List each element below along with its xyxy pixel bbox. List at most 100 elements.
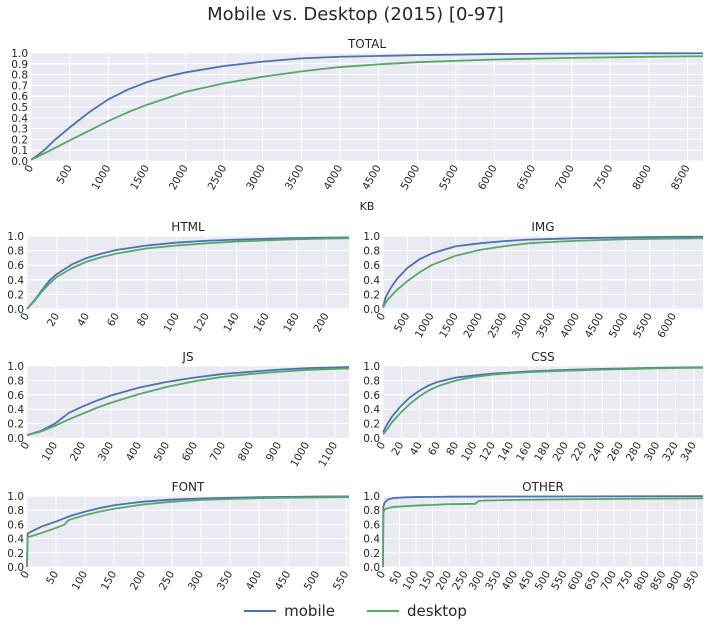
x-tick-label: 150 [417,569,437,592]
x-tick-label: 1500 [437,311,461,340]
y-tick-label: 0.6 [363,260,380,272]
x-tick-label: 400 [124,440,144,463]
y-tick-label: 0.6 [7,390,24,402]
x-tick-label: 4000 [558,311,582,340]
x-tick-label: 3000 [510,311,534,340]
plot-area-font [27,496,349,567]
y-tick-label: 0.4 [7,534,24,546]
x-tick-label: 260 [605,440,625,463]
x-tick-label: 320 [660,440,680,463]
x-tick-label: 2500 [486,311,510,340]
x-tick-label: 8000 [630,163,654,192]
x-tick-label: 2000 [167,163,191,192]
series-line-mobile [30,52,704,161]
x-tick-label: 600 [180,440,200,463]
x-tick-label: 850 [648,569,668,592]
x-tick-label: 450 [273,569,293,592]
x-tick-label: 900 [665,569,685,592]
x-tick-label: 0 [22,163,36,175]
x-tick-label: 250 [157,569,177,592]
y-tick-label: 0.6 [11,91,28,103]
x-tick-label: 4000 [321,163,345,192]
y-tick-label: 0.8 [363,246,380,258]
x-tick-label: 50 [44,569,61,587]
x-tick-label: 100 [459,440,479,463]
y-tick-label: 0.7 [11,80,28,92]
x-tick-label: 280 [624,440,644,463]
x-tick-label: 6000 [476,163,500,192]
x-tick-label: 6500 [515,163,539,192]
x-tick-label: 200 [434,569,454,592]
subplot-js: 0.0 0.2 0.4 0.6 0.8 1.0 0 100 200 300 400 500 600 700… [7,350,350,469]
x-tick-label: 1000 [413,311,437,340]
x-tick-label: 0 [374,440,388,452]
y-tick-label: 0.8 [363,505,380,517]
legend-item-mobile: mobile [244,602,335,620]
x-tick-label: 40 [408,440,425,458]
x-tick-label: 300 [467,569,487,592]
y-tick-label: 0.2 [363,548,380,560]
legend-swatch-desktop [367,610,400,612]
x-axis-label-total: KB [360,200,375,213]
x-tick-label: 600 [566,569,586,592]
x-tick-label: 3500 [534,311,558,340]
x-tick-label: 400 [244,569,264,592]
x-tick-label: 140 [496,440,516,463]
legend-swatch-mobile [244,610,277,612]
plot-area-js [27,366,349,438]
x-tick-label: 5000 [607,311,631,340]
series-line-desktop [382,366,704,435]
y-tick-label: 1.0 [363,361,380,373]
x-tick-label: 2500 [206,163,230,192]
x-tick-label: 5500 [631,311,655,340]
plot-area-other [383,496,703,567]
y-tick-label: 0.8 [11,70,28,82]
x-tick-label: 900 [264,440,284,463]
x-tick-label: 500 [302,569,322,592]
x-tick-label: 300 [642,440,662,463]
x-tick-label: 550 [549,569,569,592]
x-tick-label: 150 [99,569,119,592]
x-tick-label: 8500 [669,163,693,192]
series-line-desktop [382,497,704,568]
legend-label-mobile: mobile [284,602,336,620]
x-tick-label: 650 [582,569,602,592]
x-tick-label: 800 [236,440,256,463]
x-tick-label: 180 [532,440,552,463]
y-tick-label: 0.0 [363,562,380,574]
x-tick-label: 100 [70,569,90,592]
subplot-title-other: OTHER [522,480,564,494]
y-tick-label: 0.6 [363,390,380,402]
series-line-desktop [382,237,704,308]
subplot-title-js: JS [181,350,193,364]
subplot-other: 0.00.20.40.60.81.00 501001502002503003504… [363,480,704,592]
y-tick-label: 1.0 [363,491,380,503]
y-tick-label: 1.0 [363,231,380,243]
x-tick-label: 140 [221,311,241,334]
subplot-title-css: CSS [531,350,555,364]
y-tick-label: 0.4 [363,534,380,546]
x-tick-label: 40 [75,311,92,329]
x-tick-label: 160 [514,440,534,463]
y-tick-label: 0.2 [7,289,24,301]
y-tick-label: 0.9 [11,59,28,71]
x-tick-label: 750 [615,569,635,592]
x-tick-label: 700 [599,569,619,592]
x-tick-label: 120 [477,440,497,463]
x-tick-label: 400 [500,569,520,592]
x-tick-label: 5500 [437,163,461,192]
x-tick-label: 4500 [360,163,384,192]
x-tick-label: 0 [374,311,388,323]
x-tick-label: 1000 [288,440,312,469]
x-tick-label: 1000 [90,163,114,192]
x-tick-label: 340 [679,440,699,463]
x-tick-label: 200 [128,569,148,592]
x-tick-label: 20 [45,311,62,329]
x-tick-label: 350 [215,569,235,592]
x-tick-label: 500 [152,440,172,463]
series-line-mobile [382,235,703,308]
x-tick-label: 60 [105,311,122,329]
x-tick-label: 220 [569,440,589,463]
y-tick-label: 0.5 [11,102,28,114]
